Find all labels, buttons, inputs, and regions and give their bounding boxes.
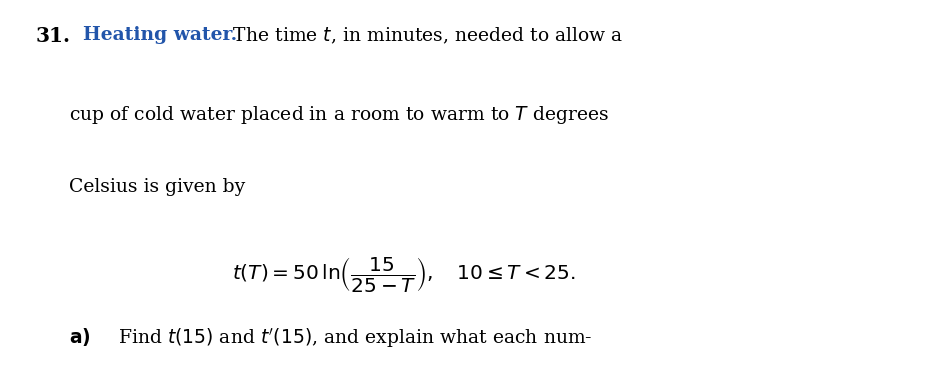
Text: 31.: 31.	[35, 26, 70, 46]
Text: Celsius is given by: Celsius is given by	[69, 178, 245, 196]
Text: Heating water.: Heating water.	[83, 26, 237, 44]
Text: cup of cold water placed in a room to warm to $T$ degrees: cup of cold water placed in a room to wa…	[69, 104, 609, 125]
Text: $t(T) = 50\,\ln\!\left(\dfrac{15}{25 - T}\right), \quad 10 \leq T < 25.$: $t(T) = 50\,\ln\!\left(\dfrac{15}{25 - T…	[232, 255, 575, 294]
Text: The time $t$, in minutes, needed to allow a: The time $t$, in minutes, needed to allo…	[227, 26, 623, 46]
Text: $\bf{a)}$: $\bf{a)}$	[69, 326, 91, 347]
Text: Find $t(15)$ and $t'(15)$, and explain what each num-: Find $t(15)$ and $t'(15)$, and explain w…	[118, 326, 592, 350]
